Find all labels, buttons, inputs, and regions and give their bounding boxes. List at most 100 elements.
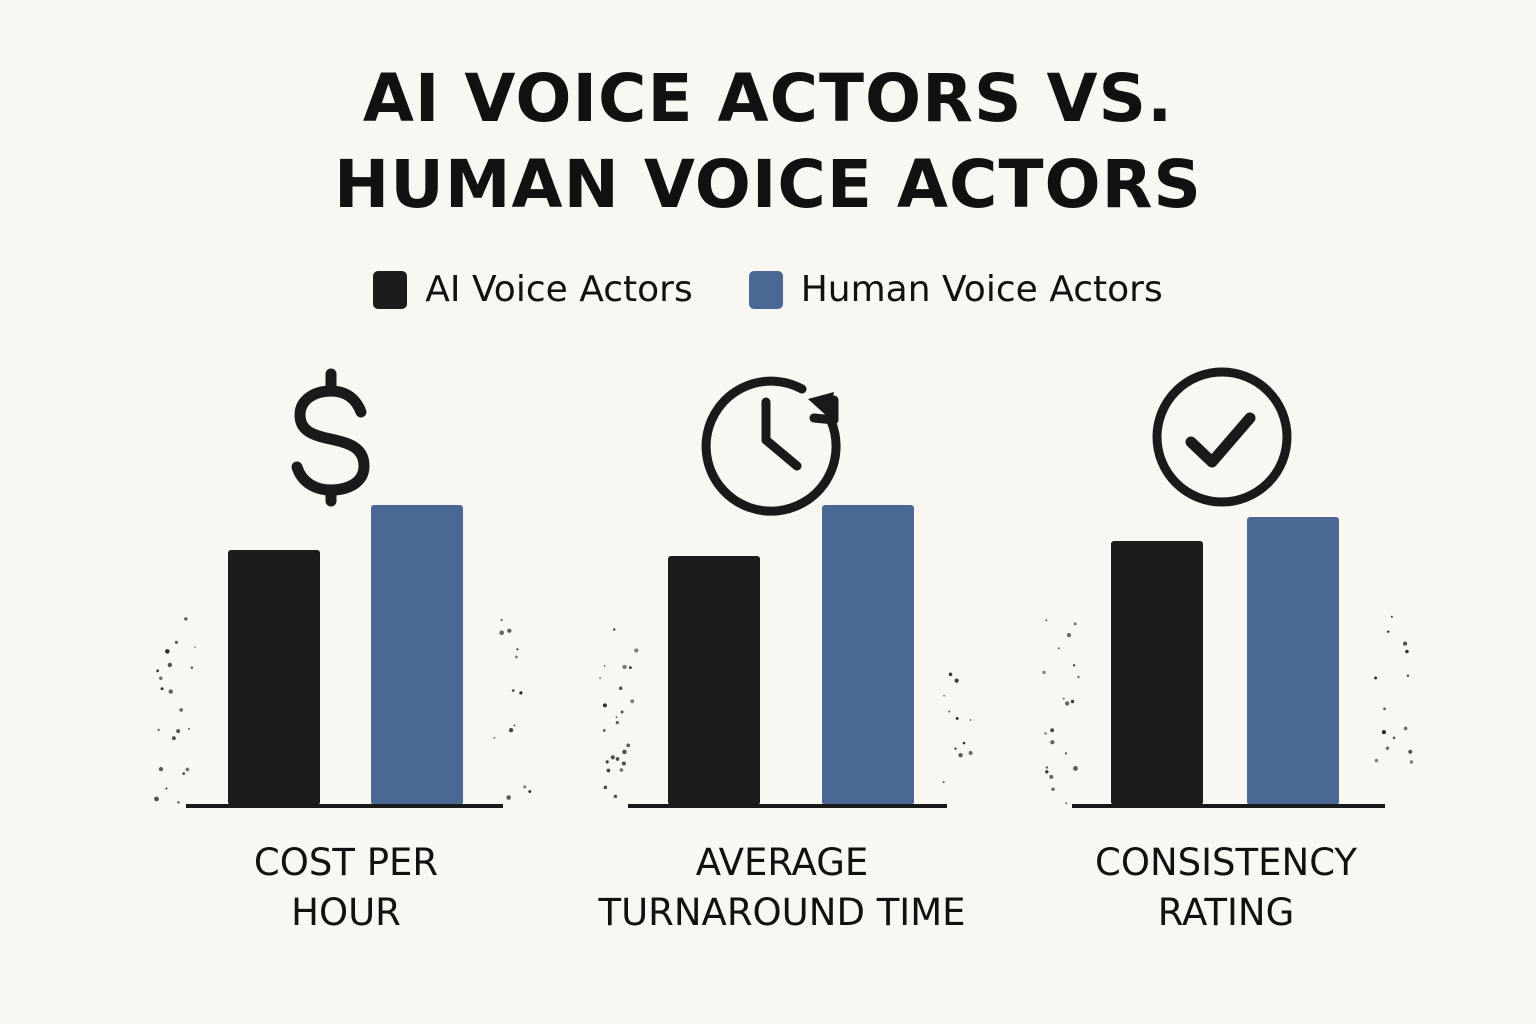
- chart-title: AI VOICE ACTORS VS. HUMAN VOICE ACTORS: [0, 56, 1536, 228]
- speckle: [955, 716, 959, 720]
- speckle: [629, 666, 632, 669]
- speckle: [185, 767, 190, 772]
- speckle: [1403, 726, 1408, 731]
- speckle: [1406, 674, 1410, 677]
- speckle: [1073, 622, 1077, 626]
- speckle: [1045, 770, 1049, 774]
- legend: AI Voice Actors Human Voice Actors: [0, 266, 1536, 314]
- legend-item-human: Human Voice Actors: [748, 266, 1163, 314]
- speckle: [1049, 774, 1054, 779]
- speckle: [1383, 707, 1386, 711]
- bar-ai-1: [668, 556, 760, 805]
- speckle: [622, 749, 627, 755]
- speckle: [167, 662, 173, 668]
- legend-swatch-human: [748, 271, 783, 309]
- speckle: [603, 785, 608, 790]
- speckle: [158, 767, 164, 772]
- speckle: [613, 794, 618, 799]
- speckle: [1057, 647, 1060, 650]
- speckle: [1374, 758, 1379, 763]
- speckle: [1387, 630, 1390, 633]
- speckle: [948, 672, 953, 677]
- speckle: [168, 689, 174, 694]
- speckle: [1045, 766, 1049, 769]
- speckle: [514, 655, 518, 659]
- speckle: [1073, 765, 1078, 771]
- speckle: [506, 795, 511, 800]
- speckle: [156, 669, 160, 673]
- speckle: [1385, 746, 1390, 751]
- speckle: [519, 691, 523, 695]
- speckle: [943, 694, 945, 697]
- speckle: [1403, 641, 1408, 646]
- speckle: [969, 719, 972, 721]
- speckle: [1050, 728, 1055, 733]
- legend-label-ai: AI Voice Actors: [425, 269, 693, 310]
- speckle: [507, 628, 512, 633]
- chart-title-line-2: HUMAN VOICE ACTORS: [334, 146, 1202, 223]
- speckle: [942, 781, 945, 784]
- bar-ai-2: [1111, 541, 1203, 805]
- speckle: [1044, 732, 1047, 735]
- dollar-icon: [291, 368, 370, 507]
- speckle: [1064, 752, 1068, 755]
- speckle: [500, 618, 503, 621]
- speckle: [1065, 802, 1068, 805]
- speckle: [171, 736, 176, 741]
- speckle: [602, 729, 606, 732]
- speckle: [194, 646, 196, 648]
- category-label-average-turnaround-time: AVERAGE TURNAROUND TIME: [572, 838, 992, 938]
- speckle: [508, 728, 514, 733]
- speckle: [1405, 649, 1409, 654]
- speckle: [528, 790, 532, 793]
- speckle: [493, 736, 496, 739]
- speckle: [615, 757, 620, 761]
- speckle: [179, 708, 184, 712]
- bar-human-1: [822, 505, 914, 805]
- speckle: [1381, 729, 1387, 735]
- speckle: [605, 760, 609, 764]
- speckle: [1051, 787, 1055, 791]
- speckle: [1390, 615, 1393, 618]
- speckle: [958, 753, 963, 758]
- speckle: [619, 768, 624, 772]
- category-label-consistency-rating: CONSISTENCY RATING: [1016, 838, 1436, 938]
- category-label-line: COST PER: [253, 841, 439, 884]
- speckle: [634, 648, 639, 653]
- speckle: [177, 801, 180, 804]
- speckle: [511, 689, 515, 692]
- speckle: [615, 721, 619, 725]
- speckle: [615, 716, 618, 719]
- speckle: [157, 728, 160, 731]
- speckle: [499, 630, 504, 636]
- speckle: [622, 664, 627, 670]
- speckle: [1064, 701, 1070, 706]
- speckle: [599, 677, 601, 679]
- speckle: [962, 741, 966, 745]
- speckle: [165, 787, 168, 790]
- speckle: [523, 785, 527, 789]
- speckle: [176, 729, 181, 734]
- legend-item-ai: AI Voice Actors: [373, 266, 693, 314]
- speckle: [513, 724, 516, 727]
- speckle: [182, 772, 186, 775]
- speckle: [165, 649, 170, 654]
- speckle: [184, 617, 188, 621]
- speckle: [968, 751, 973, 755]
- speckle: [154, 796, 159, 802]
- legend-swatch-ai: [373, 271, 408, 309]
- category-label-line: RATING: [1157, 891, 1295, 934]
- speckle: [159, 676, 163, 681]
- speckle: [160, 687, 164, 691]
- category-label-cost-per-hour: COST PER HOUR: [136, 838, 556, 938]
- speckle: [954, 747, 957, 750]
- speckle: [1072, 664, 1076, 667]
- speckle: [1408, 749, 1413, 754]
- speckle: [610, 755, 615, 760]
- bar-human-2: [1247, 517, 1339, 805]
- speckle: [516, 648, 519, 651]
- ink-speckles: [154, 615, 1414, 805]
- speckle: [620, 710, 624, 714]
- speckle: [606, 768, 611, 773]
